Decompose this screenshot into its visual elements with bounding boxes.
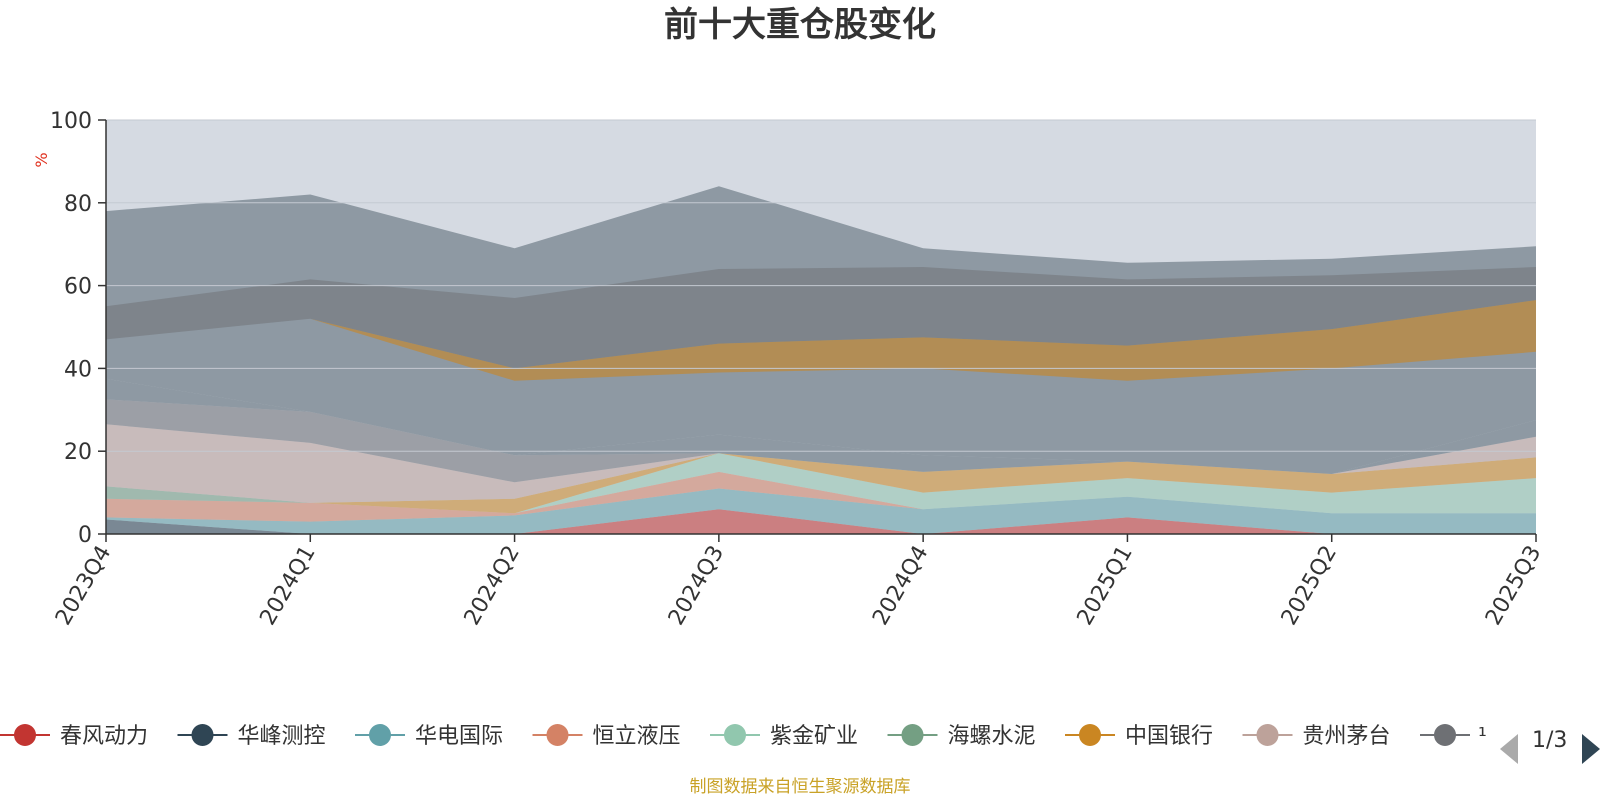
- x-tick-label: 2025Q3: [1481, 542, 1546, 630]
- legend-item-truncated[interactable]: ¹: [1420, 724, 1487, 749]
- legend[interactable]: 春风动力 华峰测控 华电国际 恒立液压 紫金矿业 海螺水泥 中国银行 贵州茅台 ¹: [0, 724, 1487, 749]
- legend-item-华峰测控[interactable]: 华峰测控: [177, 724, 326, 749]
- area-紫金矿业[interactable]: [106, 453, 1536, 514]
- y-axis-unit: %: [32, 152, 51, 167]
- area-春风动力[interactable]: [106, 509, 1536, 534]
- y-tick-label: 60: [64, 275, 92, 300]
- area-宁德时代[interactable]: [106, 378, 1536, 474]
- legend-label: 贵州茅台: [1303, 724, 1391, 749]
- legend-marker-icon: [724, 724, 746, 746]
- legend-item-中国银行[interactable]: 中国银行: [1065, 724, 1213, 749]
- legend-item-春风动力[interactable]: 春风动力: [0, 724, 148, 749]
- y-tick-label: 0: [78, 523, 92, 548]
- area-mid-band: [106, 267, 1536, 369]
- legend-pager[interactable]: 1/3: [1500, 728, 1600, 764]
- legend-marker-icon: [369, 724, 391, 746]
- area-upper-gold-band: [106, 300, 1536, 381]
- area-华峰测控[interactable]: [106, 509, 1536, 534]
- legend-item-海螺水泥[interactable]: 海螺水泥: [887, 724, 1036, 749]
- legend-label: 华峰测控: [238, 724, 326, 749]
- overlay-band-group: [106, 186, 1536, 474]
- legend-marker-icon: [1434, 724, 1456, 746]
- y-tick-label: 80: [64, 192, 92, 217]
- legend-label: 海螺水泥: [948, 724, 1036, 749]
- legend-marker-icon: [1079, 724, 1101, 746]
- y-tick-label: 40: [64, 357, 92, 382]
- chart-title: 前十大重仓股变化: [664, 5, 936, 45]
- y-tick-label: 20: [64, 440, 92, 465]
- x-tick-label: 2024Q4: [868, 542, 933, 630]
- legend-marker-icon: [191, 724, 214, 746]
- area-平安银行[interactable]: [106, 399, 1536, 483]
- legend-marker-icon: [546, 724, 569, 746]
- y-axis: 0 20 40 60 80 100: [50, 109, 107, 548]
- legend-marker-icon: [1256, 724, 1279, 746]
- next-page-icon[interactable]: [1582, 734, 1600, 764]
- x-tick-label: 2025Q2: [1277, 542, 1342, 630]
- area-中国银行[interactable]: [106, 453, 1536, 514]
- legend-item-紫金矿业[interactable]: 紫金矿业: [710, 724, 858, 749]
- legend-page-indicator: 1/3: [1532, 728, 1567, 753]
- grid-lines: [106, 119, 1536, 452]
- legend-label: 紫金矿业: [770, 724, 858, 749]
- x-axis: 2023Q4 2024Q1 2024Q2 2024Q3 2024Q4 2025Q1 2025…: [51, 533, 1546, 630]
- x-tick-label: 2025Q1: [1073, 542, 1138, 630]
- legend-label: 春风动力: [60, 724, 148, 749]
- x-tick-label: 2024Q1: [255, 542, 320, 630]
- x-tick-label: 2023Q4: [51, 542, 116, 630]
- legend-label: 中国银行: [1125, 724, 1213, 749]
- legend-label: 华电国际: [415, 724, 503, 749]
- y-tick-label: 100: [50, 109, 92, 134]
- legend-marker-icon: [901, 724, 924, 746]
- legend-label: 恒立液压: [593, 724, 681, 749]
- legend-item-贵州茅台[interactable]: 贵州茅台: [1242, 724, 1391, 749]
- legend-item-恒立液压[interactable]: 恒立液压: [532, 724, 681, 749]
- legend-label-truncated: ¹: [1478, 724, 1487, 749]
- prev-page-icon[interactable]: [1500, 734, 1518, 764]
- area-恒立液压[interactable]: [106, 471, 1536, 522]
- area-贵州茅台[interactable]: [106, 424, 1536, 503]
- area-series-group: [106, 378, 1536, 535]
- legend-marker-icon: [14, 724, 36, 746]
- x-tick-label: 2024Q2: [460, 542, 525, 630]
- area-华电国际[interactable]: [106, 488, 1536, 535]
- data-source-note: 制图数据来自恒生聚源数据库: [690, 777, 911, 797]
- x-tick-label: 2024Q3: [664, 542, 729, 630]
- legend-item-华电国际[interactable]: 华电国际: [355, 724, 503, 749]
